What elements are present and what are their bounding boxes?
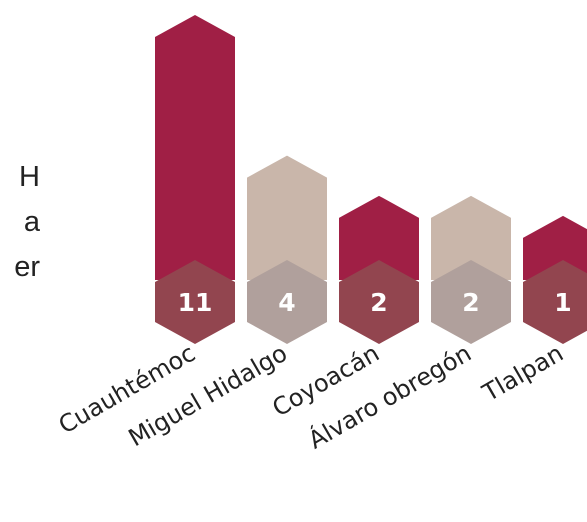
data-label: 2: [370, 288, 387, 317]
side-text-line: a: [23, 206, 40, 238]
bar: [431, 195, 511, 280]
bar: [247, 155, 327, 280]
value-badge: [339, 260, 419, 344]
category-label: Álvaro obregón: [303, 338, 476, 455]
bar: [523, 215, 587, 280]
data-label: 2: [462, 288, 479, 317]
bar: [339, 195, 419, 280]
data-label: 11: [178, 288, 213, 317]
cropped-side-text: H a er: [0, 155, 40, 295]
data-label: 1: [554, 288, 571, 317]
bar: [155, 15, 235, 280]
side-text-line: er: [14, 251, 40, 283]
category-label: Tlalpan: [477, 339, 568, 408]
category-label: Miguel Hidalgo: [124, 339, 292, 452]
value-badge: [523, 260, 587, 344]
bars-layer: 11 4 2 2 1: [155, 15, 587, 344]
value-badge: [247, 260, 327, 344]
value-badge: [431, 260, 511, 344]
side-text-line: H: [19, 161, 40, 193]
value-badge: [155, 260, 235, 344]
data-label: 4: [278, 288, 295, 317]
